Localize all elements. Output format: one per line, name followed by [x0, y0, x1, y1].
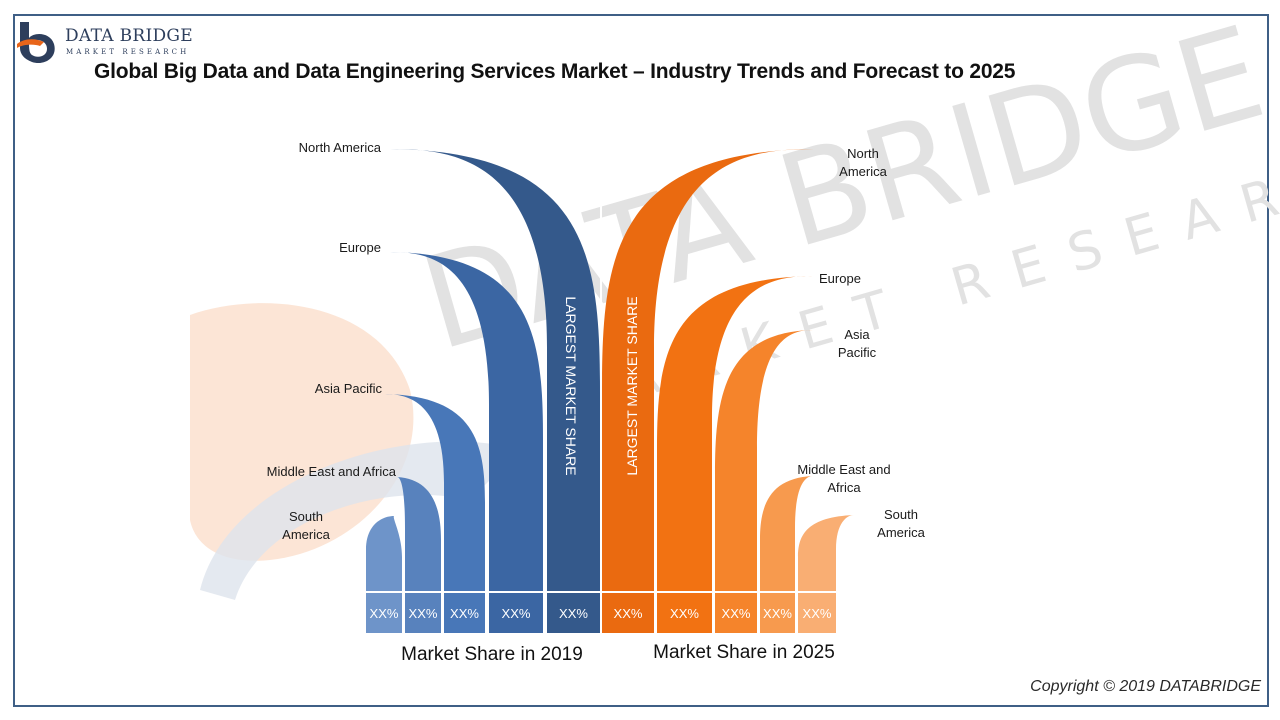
value-label: XX% [559, 606, 588, 621]
region-label-2019-4: North America [299, 140, 382, 155]
logo-name: DATA BRIDGE [65, 26, 193, 46]
region-label-2019-3: Europe [339, 240, 381, 255]
bar-2019-2 [385, 394, 485, 591]
value-label: XX% [670, 606, 699, 621]
value-label: XX% [722, 606, 751, 621]
value-box-2019-2 [444, 593, 485, 633]
series-caption-2025: Market Share in 2025 [653, 642, 835, 663]
callout-2025: LARGEST MARKET SHARE [624, 296, 640, 475]
region-label-2019-0: South America [282, 509, 330, 542]
bar-2025-3 [760, 476, 813, 591]
chart-title: Global Big Data and Data Engineering Ser… [94, 60, 1016, 83]
value-box-2025-1 [657, 593, 712, 633]
value-label: XX% [450, 606, 479, 621]
bar-2025-1 [657, 276, 813, 591]
logo: DATA BRIDGE MARKET RESEARCH [14, 18, 193, 68]
series-caption-2019: Market Share in 2019 [401, 644, 583, 665]
bar-2019-4 [390, 149, 600, 591]
bar-2019-1 [397, 477, 441, 591]
value-box-2025-0 [602, 593, 654, 633]
region-label-2025-1: Europe [819, 271, 861, 286]
chart-labels: South America Middle East and Africa Asia P… [267, 140, 926, 665]
value-label: XX% [614, 606, 643, 621]
region-label-2025-3: Middle East and Africa [797, 462, 890, 495]
value-label: XX% [763, 606, 792, 621]
region-label-2025-0: North America [839, 146, 887, 179]
value-box-2025-4 [798, 593, 836, 633]
value-label: XX% [409, 606, 438, 621]
value-box-2019-1 [405, 593, 441, 633]
value-box-2025-3 [760, 593, 795, 633]
bar-2025-2 [715, 330, 813, 591]
region-label-2019-2: Asia Pacific [315, 381, 383, 396]
value-label: XX% [502, 606, 531, 621]
bars-2025: XX% XX% XX% XX% XX% [600, 149, 854, 633]
logo-icon [17, 22, 55, 64]
watermark-logo-swoosh [200, 441, 520, 600]
value-box-2019-0 [366, 593, 402, 633]
copyright-notice: Copyright © 2019 DATABRIDGE [1030, 678, 1261, 695]
region-label-2019-1: Middle East and Africa [267, 464, 397, 479]
bar-2019-3 [390, 252, 543, 591]
logo-subtitle: MARKET RESEARCH [66, 48, 190, 56]
value-box-2019-4 [547, 593, 600, 633]
value-label: XX% [803, 606, 832, 621]
region-label-2025-2: Asia Pacific [838, 327, 877, 360]
value-box-2025-2 [715, 593, 757, 633]
value-box-2019-3 [489, 593, 543, 633]
bar-2019-0 [366, 516, 402, 591]
region-label-2025-4: South America [877, 507, 925, 540]
bar-2025-0 [602, 149, 814, 591]
bars-2019: XX% XX% XX% XX% XX% [366, 149, 600, 633]
bar-2025-4 [798, 515, 854, 591]
callout-2019: LARGEST MARKET SHARE [563, 296, 579, 475]
value-label: XX% [370, 606, 399, 621]
